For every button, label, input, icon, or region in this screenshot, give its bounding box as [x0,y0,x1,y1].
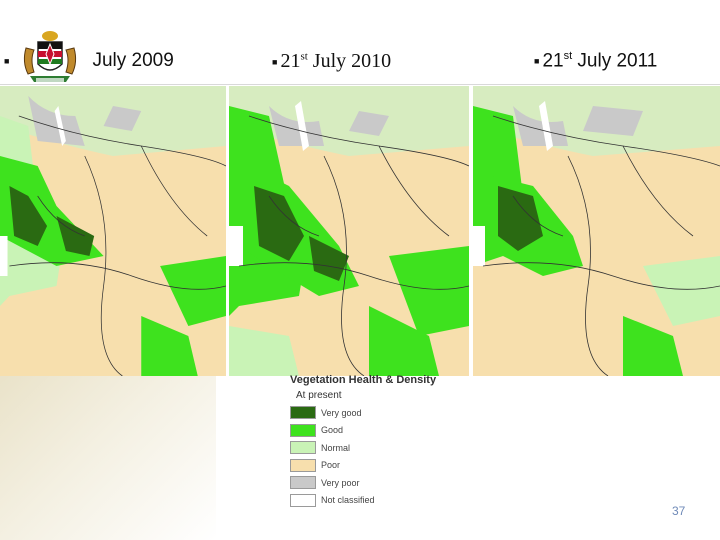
legend-item: Not classified [290,492,450,510]
bullet-icon: ■ [272,57,278,68]
legend-swatch [290,493,316,507]
legend-item: Normal [290,439,450,457]
legend-title: Vegetation Health & Density [290,374,437,386]
coat-of-arms-icon [23,31,77,82]
map-legend: Vegetation Health & Density At present V… [290,374,450,509]
header-divider [0,84,720,85]
legend-swatch [290,406,316,420]
decorative-gradient [0,368,216,540]
legend-item: Very poor [290,474,450,492]
legend-item: Poor [290,457,450,475]
map-title-2009: ■ July 2009 [4,50,174,72]
map-title-2011: ■ 21st July 2011 [534,50,658,72]
legend-swatch [290,476,316,490]
legend-subtitle: At present [296,390,342,401]
bullet-icon: ■ [4,56,10,67]
legend-swatch [290,441,316,455]
page-number: 37 [672,504,686,518]
map-title-2010: ■ 21st July 2010 [272,50,392,72]
legend-item: Good [290,422,450,440]
legend-swatch [290,423,316,437]
bullet-icon: ■ [534,56,540,67]
vegetation-map-2010 [229,86,469,376]
legend-item: Very good [290,404,450,422]
vegetation-map-2009 [0,86,226,376]
legend-swatch [290,458,316,472]
vegetation-map-2011 [473,86,720,376]
